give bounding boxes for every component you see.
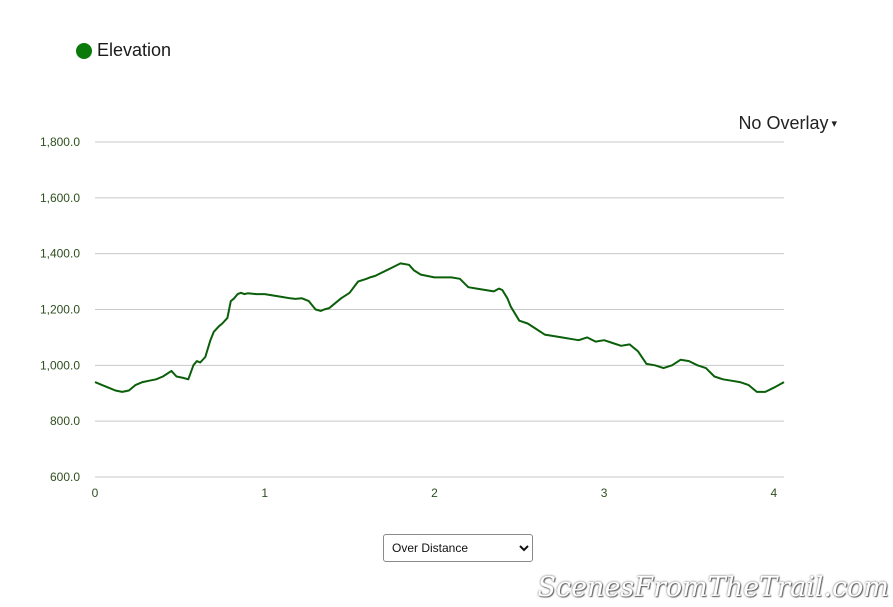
legend-label: Elevation [97,40,172,60]
caret-down-icon: ▾ [831,118,837,130]
x-tick-label: 0 [92,486,99,500]
y-tick-label: 600.0 [50,470,80,484]
y-tick-label: 800.0 [50,414,80,428]
watermark: ScenesFromTheTrail.com [537,572,889,603]
x-tick-label: 3 [601,486,608,500]
series-layer [94,262,785,393]
elevation-chart: 600.0 800.0 1,000.0 1,200.0 1,400.0 1,600.0 1,… [40,135,785,500]
x-tick-label: 1 [261,486,268,500]
axis-labels: 600.0 800.0 1,000.0 1,200.0 1,400.0 1,600.0 1,… [40,135,778,500]
distance-mode-select[interactable]: Over DistanceOver Time [383,534,533,562]
y-tick-label: 1,600.0 [40,191,80,205]
overlay-label: No Overlay [738,113,829,133]
elevation-line [94,262,785,393]
x-tick-label: 2 [431,486,438,500]
y-tick-label: 1,400.0 [40,247,80,261]
chart-legend[interactable]: Elevation [76,40,171,61]
y-tick-label: 1,200.0 [40,303,80,317]
overlay-dropdown[interactable]: No Overlay ▾ [738,113,837,134]
x-tick-label: 4 [770,486,777,500]
y-tick-label: 1,800.0 [40,135,80,149]
grid-lines [95,141,784,478]
legend-marker-icon [76,42,92,59]
y-tick-label: 1,000.0 [40,358,80,372]
